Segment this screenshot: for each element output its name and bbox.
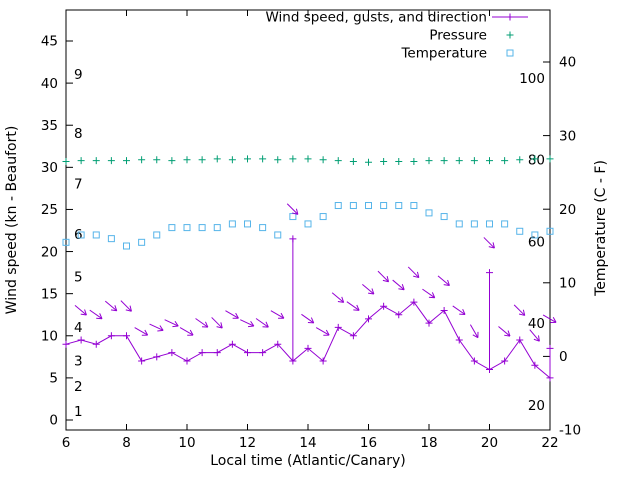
svg-text:14: 14 bbox=[299, 435, 316, 451]
svg-text:18: 18 bbox=[420, 435, 437, 451]
svg-text:4: 4 bbox=[74, 320, 83, 336]
svg-text:0: 0 bbox=[49, 413, 58, 429]
svg-text:30: 30 bbox=[559, 128, 576, 144]
svg-text:20: 20 bbox=[559, 202, 576, 218]
svg-text:5: 5 bbox=[74, 269, 83, 285]
svg-text:9: 9 bbox=[74, 67, 83, 83]
svg-text:7: 7 bbox=[74, 177, 83, 193]
svg-text:22: 22 bbox=[541, 435, 558, 451]
svg-text:8: 8 bbox=[74, 126, 83, 142]
svg-text:Local time (Atlantic/Canary): Local time (Atlantic/Canary) bbox=[210, 453, 406, 469]
svg-text:20: 20 bbox=[41, 244, 58, 260]
svg-text:2: 2 bbox=[74, 379, 83, 395]
svg-text:12: 12 bbox=[239, 435, 256, 451]
svg-text:40: 40 bbox=[41, 76, 58, 92]
svg-text:Wind speed, gusts, and directi: Wind speed, gusts, and direction bbox=[265, 10, 487, 26]
svg-text:10: 10 bbox=[178, 435, 195, 451]
svg-text:16: 16 bbox=[360, 435, 377, 451]
svg-text:-10: -10 bbox=[559, 423, 581, 439]
svg-text:5: 5 bbox=[49, 371, 58, 387]
svg-text:100: 100 bbox=[519, 71, 545, 87]
svg-text:Pressure: Pressure bbox=[429, 28, 487, 44]
svg-text:0: 0 bbox=[559, 349, 568, 365]
svg-text:35: 35 bbox=[41, 118, 58, 134]
svg-text:30: 30 bbox=[41, 160, 58, 176]
svg-text:60: 60 bbox=[528, 234, 545, 250]
svg-text:15: 15 bbox=[41, 286, 58, 302]
svg-text:Temperature: Temperature bbox=[400, 46, 487, 62]
svg-text:Temperature (C - F): Temperature (C - F) bbox=[593, 160, 609, 297]
svg-text:Wind speed (kn - Beaufort): Wind speed (kn - Beaufort) bbox=[4, 126, 20, 315]
svg-text:8: 8 bbox=[122, 435, 131, 451]
svg-text:80: 80 bbox=[528, 153, 545, 169]
svg-text:10: 10 bbox=[41, 328, 58, 344]
svg-text:20: 20 bbox=[481, 435, 498, 451]
svg-text:40: 40 bbox=[528, 316, 545, 332]
svg-text:3: 3 bbox=[74, 354, 83, 370]
svg-text:1: 1 bbox=[74, 404, 83, 420]
svg-text:45: 45 bbox=[41, 34, 58, 50]
svg-text:25: 25 bbox=[41, 202, 58, 218]
svg-text:20: 20 bbox=[528, 398, 545, 414]
svg-text:40: 40 bbox=[559, 55, 576, 71]
svg-text:10: 10 bbox=[559, 276, 576, 292]
svg-text:6: 6 bbox=[62, 435, 71, 451]
